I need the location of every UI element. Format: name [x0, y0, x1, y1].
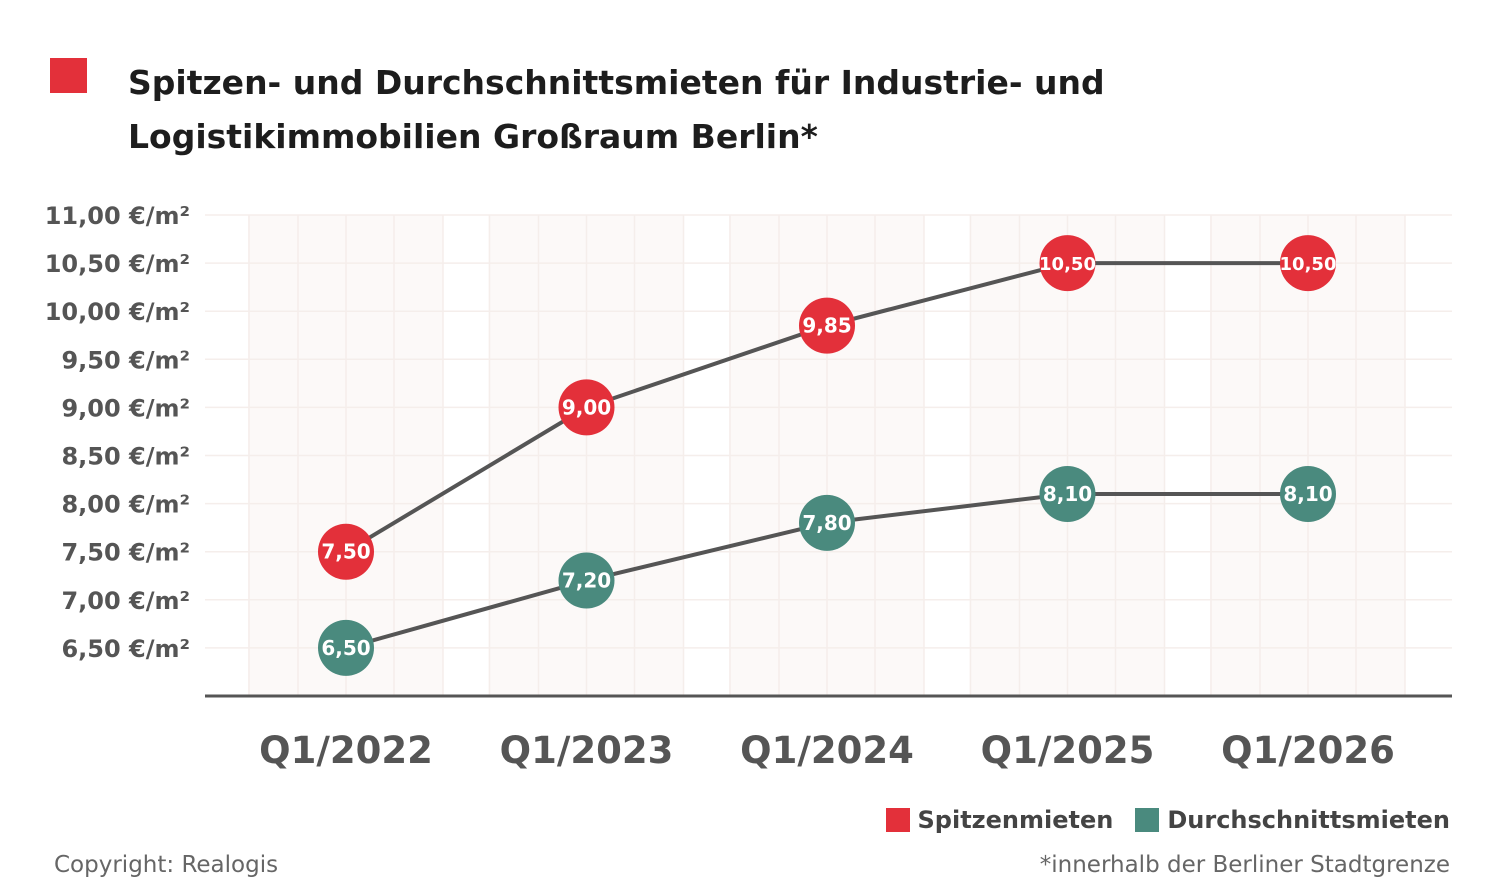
y-tick-label: 10,00 €/m²	[45, 298, 190, 326]
data-point	[799, 494, 855, 551]
copyright: Copyright: Realogis	[54, 852, 279, 878]
data-point	[558, 379, 615, 436]
data-label: 8,10	[1283, 482, 1332, 506]
data-label: 7,20	[562, 569, 611, 593]
data-point	[558, 552, 615, 609]
data-point	[318, 619, 374, 676]
data-point	[1280, 235, 1336, 292]
x-tick-label: Q1/2025	[981, 729, 1155, 772]
y-tick-label: 9,00 €/m²	[61, 394, 190, 422]
data-label: 9,85	[802, 314, 851, 338]
legend-label: Spitzenmieten	[917, 806, 1114, 834]
x-tick-label: Q1/2023	[500, 729, 674, 772]
legend-swatch	[885, 808, 910, 832]
y-tick-label: 6,50 €/m²	[61, 635, 190, 663]
y-tick-label: 9,50 €/m²	[61, 346, 190, 374]
y-tick-label: 8,50 €/m²	[61, 443, 190, 471]
legend-label: Durchschnittsmieten	[1167, 806, 1450, 834]
legend: Spitzenmieten Durchschnittsmieten	[885, 806, 1450, 834]
y-tick-label: 8,00 €/m²	[61, 491, 190, 519]
chart-title: Spitzen- und Durchschnittsmieten für Ind…	[128, 63, 1105, 156]
data-point	[318, 523, 374, 580]
legend-item-durchschnitt: Durchschnittsmieten	[1135, 806, 1450, 834]
data-label: 6,50	[321, 636, 370, 660]
title-marker	[50, 58, 87, 93]
y-tick-label: 11,00 €/m²	[45, 202, 190, 230]
legend-swatch	[1135, 808, 1160, 832]
data-point	[799, 297, 855, 354]
data-label: 7,80	[802, 511, 851, 535]
data-label: 9,00	[562, 395, 611, 419]
data-label: 8,10	[1043, 482, 1092, 506]
y-tick-label: 10,50 €/m²	[45, 250, 190, 278]
y-tick-label: 7,50 €/m²	[61, 539, 190, 567]
data-label: 7,50	[321, 540, 370, 564]
y-tick-label: 7,00 €/m²	[61, 587, 190, 615]
x-tick-label: Q1/2022	[259, 729, 433, 772]
footnote: *innerhalb der Berliner Stadtgrenze	[1039, 852, 1450, 878]
x-tick-label: Q1/2026	[1221, 729, 1395, 772]
data-label: 10,50	[1280, 254, 1337, 275]
data-point	[1039, 235, 1096, 292]
x-tick-label: Q1/2024	[740, 729, 914, 772]
legend-item-spitzen: Spitzenmieten	[885, 806, 1114, 834]
data-point	[1039, 465, 1096, 522]
data-label: 10,50	[1039, 254, 1096, 275]
data-point	[1280, 465, 1336, 522]
